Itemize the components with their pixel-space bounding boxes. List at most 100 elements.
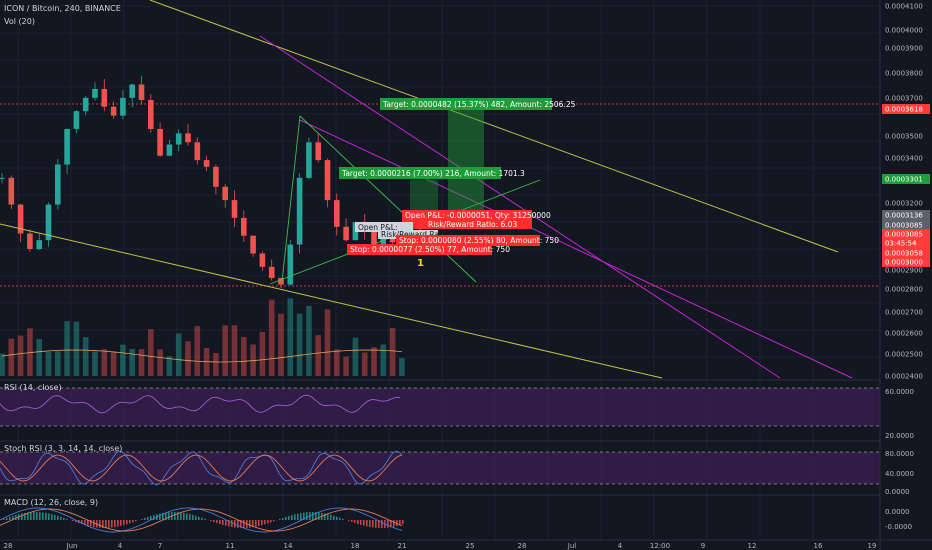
stoch-axis-tick: 80.0000 [885, 450, 914, 458]
macd-hist-bar [72, 520, 74, 522]
macd-hist-bar [135, 520, 137, 522]
candle-body [166, 144, 173, 156]
volume-bar [399, 357, 405, 376]
macd-hist-bar [147, 516, 149, 520]
macd-hist-bar [6, 517, 8, 520]
macd-hist-bar [105, 520, 107, 528]
macd-hist-bar [324, 513, 326, 520]
macd-hist-bar [273, 520, 275, 522]
macd-hist-bar [282, 518, 284, 520]
open-pl-box-secondary[interactable]: Open P&L: Risk/Reward Ratio: 6 [355, 222, 459, 239]
open-pl-2-text: Open P&L: [358, 223, 398, 232]
macd-hist-bar [303, 512, 305, 520]
volume-bar [82, 337, 89, 376]
price-axis-tick: 0.0002500 [885, 351, 923, 359]
candle-body [389, 235, 396, 243]
macd-hist-bar [312, 512, 314, 520]
wave-annotation-label[interactable]: 1 [417, 258, 424, 269]
candle-body [101, 88, 108, 107]
time-axis-tick: 14 [284, 542, 293, 550]
price-axis-tick: 0.0003400 [885, 155, 923, 163]
candle-body [138, 84, 145, 101]
macd-hist-bar [366, 520, 368, 527]
macd-hist-bar [42, 512, 44, 520]
candle-body [222, 186, 228, 201]
time-axis-tick: 18 [351, 542, 360, 550]
macd-hist-bar [186, 513, 188, 520]
macd-hist-bar [114, 520, 116, 528]
price-badge [882, 257, 930, 267]
macd-hist-bar [198, 516, 200, 520]
target-zone[interactable] [448, 110, 484, 213]
price-badges: 0.00036180.00033010.00031360.00030850.00… [882, 104, 930, 267]
stoch-indicator-label[interactable]: Stoch RSI (3, 3, 14, 14, close) [4, 444, 122, 453]
volume-bar [287, 298, 294, 376]
price-badge-text: 0.0003000 [885, 259, 923, 267]
macd-hist-bar [90, 520, 92, 527]
macd-hist-bar [330, 514, 332, 520]
stoch-axis-tick: 0.0000 [885, 488, 910, 496]
target-zone-inner[interactable] [410, 180, 438, 213]
macd-hist-bar [252, 520, 254, 528]
candle-body [203, 160, 210, 167]
time-axis-tick: 9 [701, 542, 705, 550]
magenta-trend-line-1[interactable] [259, 35, 781, 379]
price-badge [882, 238, 930, 248]
macd-hist-bar [393, 520, 395, 527]
macd-hist-bar [213, 520, 215, 523]
volume-bar [343, 356, 349, 376]
macd-hist-bar [3, 518, 5, 520]
candle-body [213, 166, 219, 187]
candle-body [45, 204, 52, 241]
macd-hist-bar [372, 520, 374, 528]
volume-bar [315, 335, 321, 376]
macd-hist-bar [177, 512, 179, 520]
macd-hist-bar [12, 515, 14, 520]
chart-grid [0, 0, 880, 540]
macd-signal-line [0, 508, 403, 532]
time-axis-tick: 16 [814, 542, 823, 550]
price-axis-tick: 0.0004100 [885, 3, 923, 11]
price-badge [882, 210, 930, 220]
macd-hist-bar [117, 520, 119, 527]
macd-indicator-label[interactable]: MACD (12, 26, close, 9) [4, 498, 98, 507]
stoch-k-line [0, 450, 403, 486]
volume-bar [129, 348, 135, 376]
target-inner-box[interactable]: Target: 0.0000216 (7.00%) 216, Amount: 1… [339, 167, 525, 179]
time-axis-tick: 19 [868, 542, 877, 550]
macd-hist-bar [108, 520, 110, 528]
volume-bar [110, 352, 117, 376]
macd-hist-bar [111, 520, 113, 528]
candle-body [343, 226, 349, 241]
macd-hist-bar [354, 520, 356, 523]
chart-title: ICON / Bitcoin, 240, BINANCE [4, 4, 121, 13]
macd-line [0, 507, 403, 533]
macd-hist-bar [204, 518, 206, 520]
target-outer-box[interactable]: Target: 0.0000482 (15.37%) 482, Amount: … [380, 98, 576, 110]
magenta-trend-line-2[interactable] [299, 119, 853, 379]
volume-bar [55, 351, 61, 376]
green-fan-line-3[interactable] [281, 115, 301, 283]
stop-inner-box[interactable]: Stop: 0.0000080 (2.55%) 80, Amount: 750 [396, 235, 559, 246]
volume-bar [36, 339, 42, 376]
price-axis-tick: 0.0002400 [885, 373, 923, 381]
rsi-indicator-label[interactable]: RSI (14, close) [4, 383, 62, 392]
volume-bar [361, 352, 368, 376]
open-pl-box[interactable]: Open P&L: -0.0000051, Qty: 31250000 Risk… [402, 210, 551, 229]
price-badge [882, 229, 930, 239]
price-badge-text: 0.0003301 [885, 176, 923, 184]
macd-hist-bar [129, 520, 131, 524]
upper-channel-line[interactable] [149, 0, 839, 253]
volume-indicator-label[interactable]: Vol (20) [4, 17, 35, 26]
time-axis[interactable]: 28 Jun 4 7 11 14 18 21 25 28 Jul 4 12:00 9 12 16 19 [4, 542, 877, 550]
macd-hist-bar [378, 520, 380, 528]
candle-body [64, 128, 70, 165]
rsi-axis-tick: 60.0000 [885, 388, 914, 396]
stop-outer-box[interactable]: Stop: 0.0000077 (2.50%) 77, Amount: 750 [347, 244, 510, 255]
candle-body [278, 277, 284, 285]
time-axis-tick: Jun [66, 542, 78, 550]
volume-bar [231, 325, 238, 376]
volume-bar [0, 353, 5, 376]
lower-channel-line[interactable] [0, 223, 663, 379]
